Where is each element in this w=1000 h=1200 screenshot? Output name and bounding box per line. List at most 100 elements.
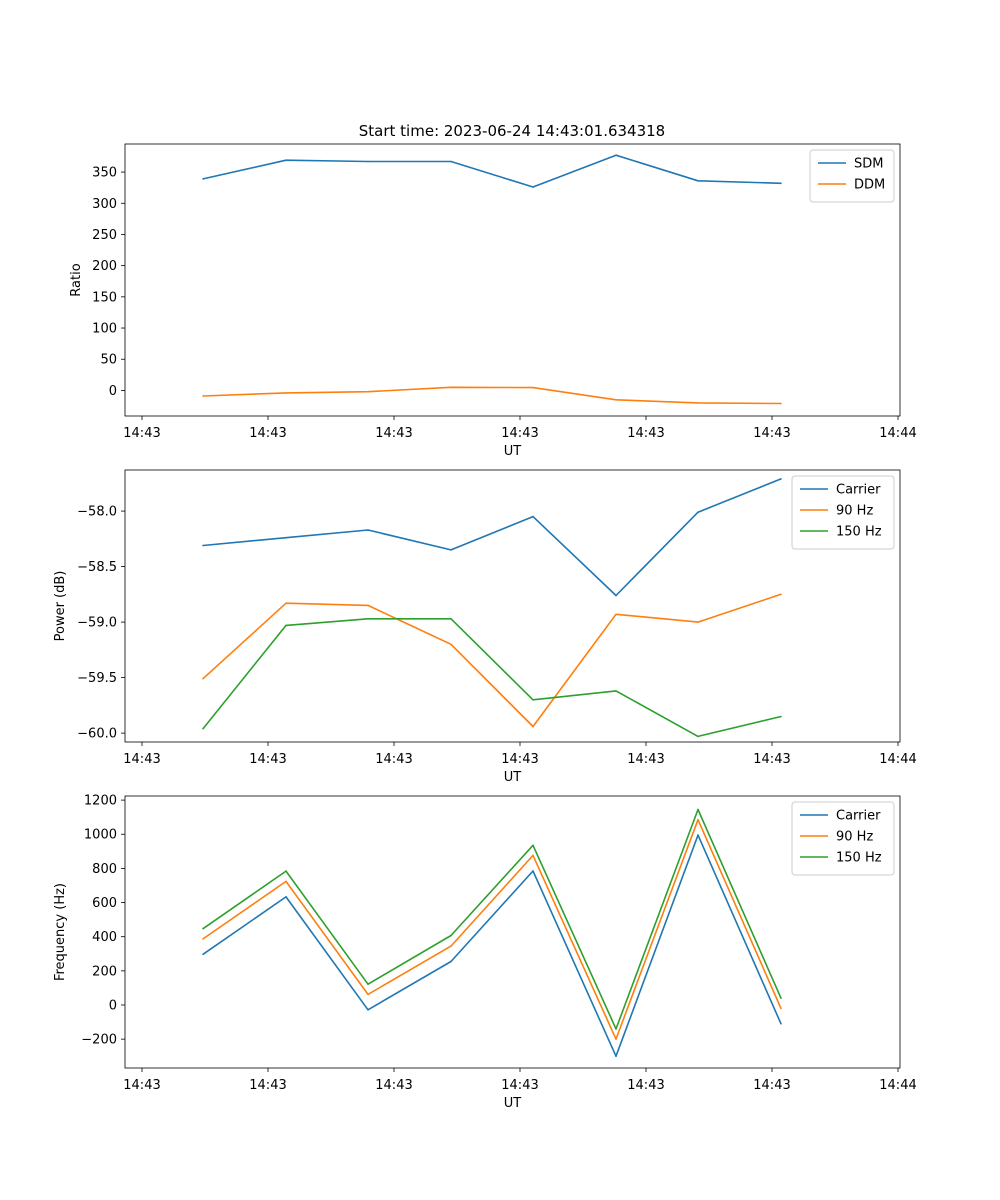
data-point	[532, 699, 534, 701]
data-point	[532, 844, 534, 847]
data-point	[450, 618, 452, 620]
x-tick-label: 14:43	[627, 426, 664, 441]
data-point	[697, 511, 699, 513]
series-line-150-hz	[202, 617, 782, 738]
data-point	[285, 880, 287, 883]
y-axis-label: Frequency (Hz)	[53, 883, 68, 981]
data-point	[367, 604, 369, 607]
legend-label: SDM	[854, 157, 883, 172]
x-tick-label: 14:43	[627, 752, 664, 767]
data-point	[615, 154, 617, 156]
data-point	[615, 1028, 617, 1030]
legend: Carrier 90 Hz 150 Hz	[791, 475, 895, 550]
legend-label: 150 Hz	[836, 525, 882, 540]
data-point	[532, 725, 534, 728]
data-point	[367, 160, 369, 163]
chart-title: Start time: 2023-06-24 14:43:01.634318	[359, 122, 665, 140]
data-point	[780, 1023, 782, 1025]
data-point	[450, 386, 452, 389]
x-tick-label: 14:43	[753, 426, 790, 441]
x-tick-label: 14:43	[123, 426, 160, 441]
legend-label: Carrier	[836, 809, 881, 824]
y-tick-label: 150	[92, 290, 117, 305]
y-tick-label: 200	[92, 259, 117, 274]
y-tick-label: 1200	[84, 794, 117, 809]
y-tick-label: −200	[81, 1033, 117, 1048]
data-point	[285, 896, 287, 898]
x-tick-label: 14:43	[753, 752, 790, 767]
data-point	[532, 186, 534, 188]
data-point	[450, 643, 452, 646]
y-tick-label: 300	[92, 197, 117, 212]
y-tick-label: 0	[109, 998, 117, 1013]
data-point	[697, 621, 699, 623]
frequency-panel: 14:43 14:43 14:43 14:43 14:43 14:43 14:44 −200 0…	[53, 794, 917, 1111]
data-point	[780, 478, 782, 480]
x-tick-label: 14:44	[879, 752, 916, 767]
x-tick-label: 14:44	[879, 1078, 916, 1093]
y-tick-label: −58.0	[77, 505, 117, 520]
power-panel: 14:43 14:43 14:43 14:43 14:43 14:43 14:44 −60.0…	[53, 469, 917, 785]
x-axis-label: UT	[504, 1096, 522, 1111]
y-tick-label: 0	[109, 384, 117, 399]
series-line-sdm	[202, 154, 782, 188]
data-point	[202, 938, 204, 940]
data-point	[532, 386, 534, 389]
legend-label: Carrier	[836, 483, 881, 498]
series-line-ddm	[202, 386, 782, 405]
series-line-carrier	[202, 834, 782, 1057]
plot-frame	[124, 469, 901, 743]
data-point	[367, 529, 369, 531]
data-point	[615, 1055, 617, 1057]
x-tick-label: 14:43	[249, 752, 286, 767]
data-point	[780, 182, 782, 185]
data-point	[615, 613, 617, 616]
x-tick-label: 14:43	[501, 426, 538, 441]
legend-label: 90 Hz	[836, 504, 873, 519]
data-point	[202, 927, 204, 930]
data-point	[285, 602, 287, 604]
legend: Carrier 90 Hz 150 Hz	[791, 801, 895, 876]
data-point	[780, 715, 782, 718]
data-point	[202, 953, 204, 956]
x-tick-label: 14:43	[375, 1078, 412, 1093]
data-point	[367, 390, 369, 393]
y-tick-label: −59.0	[77, 616, 117, 631]
y-tick-label: −59.5	[77, 671, 117, 686]
x-tick-label: 14:43	[375, 752, 412, 767]
data-point	[697, 808, 699, 811]
y-tick-label: 800	[92, 862, 117, 877]
legend: SDM DDM	[809, 149, 895, 203]
data-point	[367, 618, 369, 620]
data-point	[780, 593, 782, 596]
data-point	[615, 594, 617, 597]
data-point	[367, 993, 369, 996]
data-point	[285, 536, 287, 539]
data-point	[780, 997, 782, 999]
data-point	[450, 960, 452, 963]
data-point	[697, 180, 699, 182]
legend-label: 90 Hz	[836, 830, 873, 845]
x-tick-label: 14:43	[501, 1078, 538, 1093]
x-tick-label: 14:43	[627, 1078, 664, 1093]
y-tick-label: 600	[92, 896, 117, 911]
x-tick-label: 14:43	[501, 752, 538, 767]
y-tick-label: −60.0	[77, 727, 117, 742]
data-point	[285, 159, 287, 161]
series-line-90-hz	[202, 593, 782, 728]
data-point	[697, 834, 699, 836]
ratio-panel: 14:43 14:43 14:43 14:43 14:43 14:43 14:44 0 50 10…	[69, 143, 917, 459]
data-point	[367, 1009, 369, 1011]
data-point	[780, 1007, 782, 1010]
data-point	[285, 392, 287, 394]
series-line-carrier	[202, 478, 782, 597]
x-tick-label: 14:43	[249, 426, 286, 441]
data-point	[697, 818, 699, 821]
y-axis-label: Ratio	[69, 263, 84, 296]
data-point	[202, 677, 204, 680]
x-tick-label: 14:43	[123, 752, 160, 767]
data-point	[532, 515, 534, 518]
x-tick-label: 14:43	[375, 426, 412, 441]
x-tick-label: 14:43	[249, 1078, 286, 1093]
